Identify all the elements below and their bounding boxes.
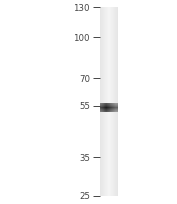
Bar bbox=[108, 8, 109, 196]
Bar bbox=[101, 8, 102, 196]
Bar bbox=[99, 107, 118, 108]
Bar bbox=[99, 110, 118, 111]
Bar bbox=[100, 8, 101, 196]
Bar bbox=[104, 8, 105, 196]
Bar bbox=[99, 103, 118, 104]
Bar bbox=[114, 8, 115, 196]
Text: 100: 100 bbox=[73, 33, 90, 42]
Bar bbox=[109, 104, 110, 113]
Bar bbox=[100, 104, 101, 113]
Bar bbox=[103, 8, 104, 196]
Bar bbox=[107, 104, 108, 113]
Bar bbox=[104, 104, 105, 113]
Bar bbox=[106, 104, 107, 113]
Bar bbox=[113, 8, 114, 196]
Bar bbox=[101, 104, 102, 113]
Bar bbox=[115, 8, 116, 196]
Text: 35: 35 bbox=[79, 153, 90, 162]
Bar bbox=[116, 8, 117, 196]
Bar bbox=[99, 108, 118, 109]
Bar bbox=[117, 104, 118, 113]
Bar bbox=[110, 104, 111, 113]
Bar bbox=[99, 111, 118, 112]
Bar bbox=[110, 8, 111, 196]
Bar bbox=[111, 104, 112, 113]
Bar bbox=[112, 8, 113, 196]
Bar bbox=[106, 8, 107, 196]
Text: 25: 25 bbox=[79, 191, 90, 200]
Bar bbox=[114, 104, 115, 113]
Bar bbox=[117, 8, 118, 196]
Bar bbox=[103, 104, 104, 113]
Bar bbox=[102, 8, 103, 196]
Bar bbox=[99, 109, 118, 110]
Text: 130: 130 bbox=[73, 4, 90, 13]
Bar bbox=[112, 104, 113, 113]
Bar bbox=[102, 104, 103, 113]
Bar bbox=[108, 104, 109, 113]
Bar bbox=[99, 105, 118, 106]
Bar bbox=[105, 8, 106, 196]
Bar bbox=[115, 104, 116, 113]
Bar bbox=[116, 104, 117, 113]
Bar bbox=[109, 8, 110, 196]
Bar bbox=[113, 104, 114, 113]
Bar bbox=[111, 8, 112, 196]
Bar bbox=[107, 8, 108, 196]
Bar bbox=[105, 104, 106, 113]
Bar bbox=[99, 112, 118, 113]
Text: 55: 55 bbox=[79, 102, 90, 111]
Bar bbox=[99, 106, 118, 107]
Text: 70: 70 bbox=[79, 74, 90, 83]
Bar bbox=[99, 104, 118, 105]
